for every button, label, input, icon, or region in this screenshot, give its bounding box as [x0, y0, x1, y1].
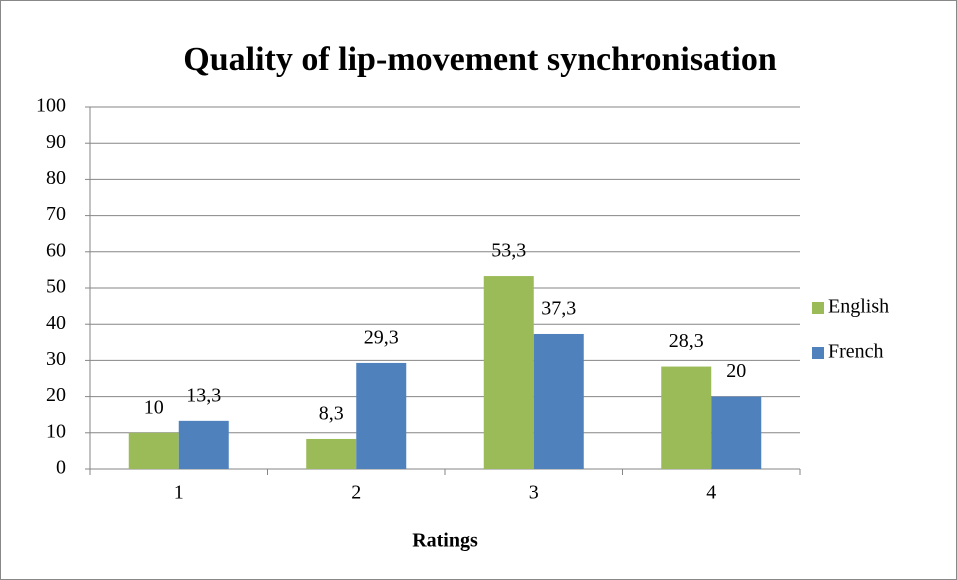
y-tick-label: 70 — [46, 203, 66, 225]
bar — [356, 362, 407, 469]
x-axis-label: Ratings — [412, 530, 478, 552]
data-label: 8,3 — [319, 403, 344, 425]
data-label: 28,3 — [669, 330, 704, 352]
y-tick-label: 40 — [46, 312, 66, 334]
bar — [483, 276, 534, 469]
legend-label: French — [828, 341, 884, 363]
y-tick-label: 90 — [46, 131, 66, 153]
legend-label: English — [828, 296, 889, 318]
bar — [533, 333, 584, 469]
data-label: 53,3 — [491, 240, 526, 262]
x-tick-label: 1 — [174, 482, 184, 504]
y-tick-label: 0 — [56, 457, 66, 479]
y-tick-label: 10 — [46, 420, 66, 442]
legend-swatch — [812, 302, 824, 314]
y-tick-label: 60 — [46, 239, 66, 261]
data-label: 37,3 — [541, 298, 576, 320]
bar — [128, 432, 179, 469]
x-tick-label: 2 — [351, 482, 361, 504]
chart-title: Quality of lip-movement synchronisation — [183, 41, 777, 78]
bar — [306, 438, 357, 469]
bar — [711, 396, 762, 469]
data-label: 29,3 — [364, 327, 399, 349]
bar — [178, 420, 229, 469]
x-tick-label: 3 — [529, 482, 539, 504]
data-label: 20 — [726, 360, 746, 382]
y-tick-label: 50 — [46, 276, 66, 298]
x-tick-label: 4 — [706, 482, 716, 504]
y-tick-label: 80 — [46, 167, 66, 189]
y-tick-label: 100 — [36, 95, 66, 117]
bar — [661, 366, 712, 469]
y-tick-label: 20 — [46, 384, 66, 406]
y-tick-label: 30 — [46, 348, 66, 370]
data-label: 13,3 — [186, 384, 221, 406]
data-label: 10 — [144, 396, 164, 418]
legend-swatch — [812, 347, 824, 359]
